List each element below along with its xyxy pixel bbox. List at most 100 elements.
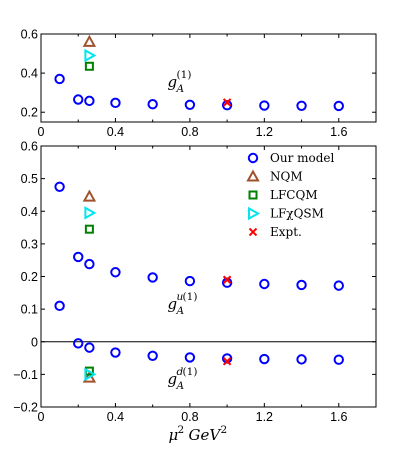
data-point [147,272,158,283]
legend-label: Our model [270,151,335,165]
annotation-symbol: g [168,370,178,388]
x-tick-label: 1.6 [330,125,347,139]
series-our_model [54,73,344,112]
g-annotation: g Ad (1) [168,366,198,392]
annotation-symbol: g [168,73,178,91]
x-tick-label: 0.8 [181,410,198,424]
data-point [222,357,232,366]
annotation-subscript: A [176,83,185,95]
y-tick-label: 0.1 [21,303,38,317]
x-label-unit: GeV [189,426,223,444]
data-point [333,100,344,112]
data-point [73,251,84,263]
y-tick-label: 0.4 [21,205,38,219]
annotation-superscript: (1) [183,291,198,303]
data-point [110,347,121,358]
y-tick-label: 0.2 [21,270,38,284]
legend-label: LFχQSM [270,207,324,221]
data-point [222,275,232,284]
series-lfcqm [84,61,94,71]
data-point [333,280,344,291]
data-point [184,99,196,110]
g-annotation: g Au (1) [168,291,198,317]
data-point [82,189,97,202]
data-point [259,353,270,365]
data-point [54,300,65,312]
panel-top: 0 0.4 0.8 1.2 1.6 0.2 0.4 0.6 g A (1) [21,28,377,139]
annotation-superscript-flavor: u [177,291,184,303]
data-point [296,279,307,291]
data-point [84,367,97,382]
y-tick-label: 0 [31,335,38,349]
annotation-superscript-flavor: d [177,366,184,378]
g-annotation: g A (1) [168,69,192,95]
y-tick-label: 0.4 [21,67,38,81]
data-point [259,278,270,290]
x-tick-label: 1.6 [330,410,347,424]
data-point [54,181,65,192]
x-label-superscript: 2 [178,424,185,436]
data-point [54,73,65,85]
panel-bottom: 0 0.4 0.8 1.2 1.6 −0.2 −0.1 0 0.1 0.2 0.3 0.4 0.5 0.6… [13,140,377,444]
y-tick-label: 0.2 [21,106,38,120]
annotation-subscript: A [176,380,185,392]
series-our_model_d [73,338,344,365]
data-point [184,275,196,287]
y-tick-label: 0.6 [21,140,38,154]
data-point [73,338,84,349]
annotation-superscript: (1) [183,366,198,378]
data-point [184,352,196,363]
x-axis-label: μ 2 GeV 2 [169,424,228,444]
data-point [147,99,158,110]
y-tick-label: 0.3 [21,237,38,251]
series-nqm [82,189,97,383]
data-point [84,224,94,234]
data-point [84,61,94,71]
legend-marker [248,190,258,200]
data-point [84,342,95,353]
legend-marker [247,152,259,164]
data-point [73,94,84,105]
legend-label: LFCQM [270,188,318,202]
data-point [84,95,95,107]
legend-marker [246,169,260,182]
data-point [84,258,95,270]
data-point [82,34,97,47]
series-lfxqsm [84,48,97,63]
legend-marker [248,206,261,221]
legend-label: Expt. [270,225,302,239]
data-point [296,354,307,365]
data-point [333,354,344,365]
data-point [84,206,97,220]
legend-marker [248,227,258,237]
annotation-subscript: A [176,305,185,317]
x-tick-label: 0.4 [107,410,124,424]
data-point [84,48,97,63]
y-tick-label: 0.5 [21,172,38,186]
x-tick-label: 0.4 [107,125,124,139]
data-point [222,98,232,107]
series-expt [222,98,232,107]
series-nqm [82,34,97,47]
data-point [110,267,121,278]
annotation-superscript: (1) [177,69,192,81]
y-tick-label: 0.6 [21,28,38,42]
x-tick-label: 0 [38,125,45,139]
x-tick-label: 0.8 [181,125,198,139]
x-label-symbol: μ [169,426,179,444]
y-tick-label: −0.2 [13,401,38,415]
x-tick-label: 1.2 [256,125,273,139]
legend-label: NQM [270,170,303,184]
x-tick-label: 1.2 [256,410,273,424]
data-point [110,97,121,109]
x-label-unit-superscript: 2 [221,424,228,436]
data-point [259,100,270,111]
data-point [147,350,158,361]
y-tick-label: −0.1 [13,368,38,382]
data-point [296,100,307,111]
series-lfxqsm [84,206,97,382]
series-our_model_u [54,181,344,312]
plot-frame [40,33,377,123]
legend: Our model NQM LFCQM LFχQSM Expt. [246,151,335,239]
